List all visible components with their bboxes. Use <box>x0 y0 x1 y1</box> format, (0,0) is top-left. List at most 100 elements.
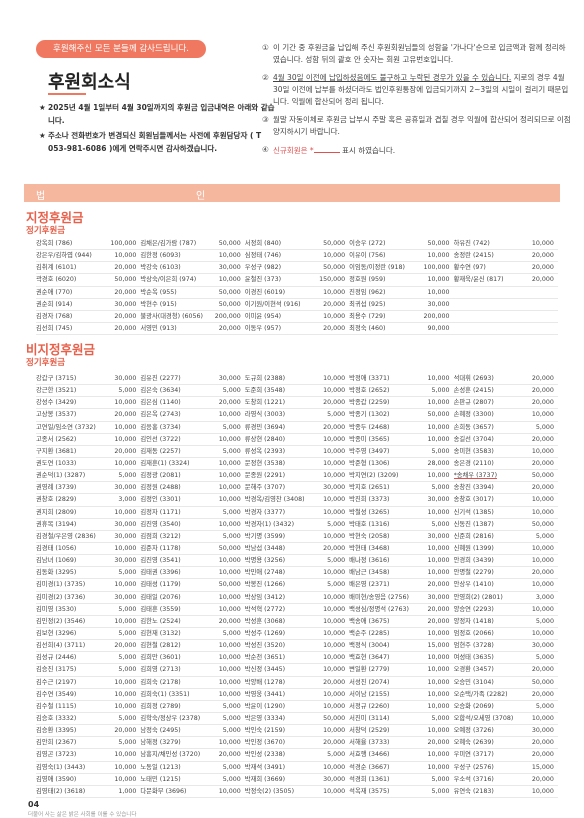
donation-amount: 10,000 <box>218 484 241 492</box>
donor-name: 배미현/송영음 (2756) <box>349 593 409 601</box>
donor-name: 강옥희 (786) <box>36 240 73 247</box>
donor-cell: 서이남 (2155) 10,000 <box>349 689 453 700</box>
donor-name: 우성구 (2576) <box>453 763 494 771</box>
donor-cell: 김미경(1) (3735) 10,000 <box>36 579 140 590</box>
donor-name: 김진영 (3541) <box>140 557 181 565</box>
donor-name: 박인숙 (2159) <box>244 727 286 735</box>
donation-amount: 10,000 <box>427 435 450 443</box>
donor-name: 여성태 (3635) <box>453 654 494 662</box>
donor-cell: 김응홍 (3734) 5,000 <box>140 422 244 433</box>
donor-cell: 김진영 (3541) 10,000 <box>140 555 244 566</box>
donor-cell: 김은옥 (2743) 10,000 <box>140 409 244 420</box>
donor-name: 오예정 (3726) <box>453 727 494 735</box>
donor-name: 권도연 (1033) <box>36 459 77 467</box>
donation-amount: 20,000 <box>531 387 554 395</box>
page-number: 04 <box>28 800 40 809</box>
donor-name: 박남섭 (3448) <box>244 544 286 552</box>
donor-name: 최귀섭 (925) <box>349 300 386 308</box>
donor-name: 박신정 (3445) <box>244 666 286 674</box>
donation-amount: 5,000 <box>222 447 241 455</box>
donor-cell: 김준자 (1178) 50,000 <box>140 543 244 554</box>
donation-amount: 10,000 <box>323 702 346 710</box>
donor-name: 하유진 (742) <box>453 240 490 247</box>
donation-amount: 5,000 <box>222 727 241 735</box>
donor-cell: 배미현/송영음 (2756) 30,000 <box>349 592 453 603</box>
donation-amount: 30,000 <box>427 532 450 540</box>
note-4-blank <box>313 144 340 153</box>
donor-name: 이기원/이현석 (916) <box>244 300 301 308</box>
donation-amount: 30,000 <box>114 484 137 492</box>
donor-cell: 박재석 (3491) 10,000 <box>245 762 349 773</box>
donor-cell: 김진영 (3540) 10,000 <box>140 519 244 530</box>
donation-amount: 5,000 <box>431 714 450 722</box>
donation-amount: 5,000 <box>327 581 346 589</box>
donor-cell: 박봉진 (1266) 5,000 <box>245 579 349 590</box>
donor-name: 권영례 (3739) <box>36 484 77 492</box>
donor-cell: 김경자 (768) 20,000 <box>36 311 140 322</box>
donation-amount: 5,000 <box>431 484 450 492</box>
donor-cell: 송창호 (3017) 10,000 <box>454 494 558 505</box>
donor-cell: 권순덕(1) (3287) 5,000 <box>36 470 140 481</box>
donation-amount: 10,000 <box>427 252 450 260</box>
donor-name: 권순희 (914) <box>36 300 73 308</box>
donor-name: 박순천 (3651) <box>244 654 286 662</box>
designated-table: 강옥희 (786) 100,000 김채은/김가람 (787) 50,000 서정희 (… <box>36 238 558 336</box>
donation-amount: 10,000 <box>218 654 241 662</box>
donor-name: 김영애 (3590) <box>36 775 77 783</box>
donation-amount: 10,000 <box>218 276 241 284</box>
note-2-underlined: 4월 30일 이전에 납입하셨음에도 불구하고 누락된 경우가 있을 수 있습니… <box>273 73 512 82</box>
table-row: 고종서 (2562) 10,000 김인선 (3722) 10,000 류상현 (284… <box>36 434 558 446</box>
donation-amount: 10,000 <box>323 252 346 260</box>
donor-cell: 김남녀 (1069) 30,000 <box>36 555 140 566</box>
donor-name: 박철성 (3265) <box>349 508 390 516</box>
note-2-number: ② <box>262 73 269 82</box>
donor-name: 박민애 (2748) <box>244 569 286 577</box>
table-row: 김선희(4) (3711) 20,000 김현철 (2812) 10,000 박성진 (… <box>36 640 558 653</box>
donation-amount: 20,000 <box>114 288 137 296</box>
donation-amount: 10,000 <box>531 496 554 504</box>
donation-amount: 20,000 <box>114 312 137 320</box>
donor-cell: 강옥희 (786) 100,000 <box>36 238 140 249</box>
donation-amount: 10,000 <box>323 569 346 577</box>
table-row: 김수근 (2197) 10,000 김희숙 (2178) 10,000 박양배 (127… <box>36 677 558 689</box>
donor-name: 고연일/임소연 (3732) <box>36 423 96 431</box>
donation-amount: 5,000 <box>118 666 137 674</box>
table-row: 김미경(1) (3735) 10,000 김태성 (1179) 50,000 박봉진 (… <box>36 579 558 592</box>
donation-amount: 10,000 <box>114 544 137 552</box>
note-4-number: ④ <box>262 145 269 154</box>
donation-amount: 10,000 <box>114 581 137 589</box>
donor-name: 박인정 (3670) <box>244 739 286 747</box>
donor-cell: 김안희 (2367) 5,000 <box>36 737 140 748</box>
donation-amount: 10,000 <box>218 435 241 443</box>
donor-cell: 김선희(4) (3711) 20,000 <box>36 640 140 651</box>
donor-cell: 최정숙 (460) 90,000 <box>349 323 453 334</box>
donation-amount: 10,000 <box>218 593 241 601</box>
footer-tagline: 더불어 사는 삶은 밝은 사회를 이룰 수 있습니다 <box>28 812 137 818</box>
donor-cell: 오승민 (3104) 50,000 <box>454 677 558 688</box>
donor-cell: 최용수 (729) 200,000 <box>349 311 453 322</box>
donor-cell: 백순주 (2285) 10,000 <box>349 628 453 639</box>
donor-name: 박현수 (915) <box>140 300 177 308</box>
donation-amount: 10,000 <box>218 787 241 795</box>
page-title: 후원회소식 <box>48 72 131 93</box>
donor-cell: 서정규 (2260) 10,000 <box>349 701 453 712</box>
donation-amount: 10,000 <box>323 532 346 540</box>
donor-name: 도규희 (2388) <box>244 375 286 382</box>
donor-cell: 박현수 (915) 50,000 <box>140 299 244 310</box>
table-row: 강근한 (3521) 5,000 김은숙 (3634) 5,000 도준희 (3548)… <box>36 385 558 398</box>
donation-amount: 30,000 <box>427 496 450 504</box>
donor-cell: 황수연 (97) 20,000 <box>454 262 558 273</box>
donor-cell: 박성주 (1269) 10,000 <box>245 628 349 639</box>
donor-cell: 김인선 (3722) 10,000 <box>140 434 244 445</box>
donor-cell: 안경희 (3439) 10,000 <box>454 555 558 566</box>
donor-cell: 백효현 (3647) 10,000 <box>349 652 453 663</box>
donor-name: 서진미 (3114) <box>349 714 390 722</box>
donor-cell: 박석혁 (2772) 10,000 <box>245 604 349 615</box>
donor-name: 신혜원 (1399) <box>453 544 494 552</box>
donation-amount: 5,000 <box>222 508 241 516</box>
donor-name: 이유이 (756) <box>349 252 386 260</box>
donation-amount: 10,000 <box>427 472 450 480</box>
donation-amount: 10,000 <box>323 435 346 443</box>
donor-name: 박정숙(2) (3505) <box>244 787 295 795</box>
donation-amount: 5,000 <box>222 387 241 395</box>
